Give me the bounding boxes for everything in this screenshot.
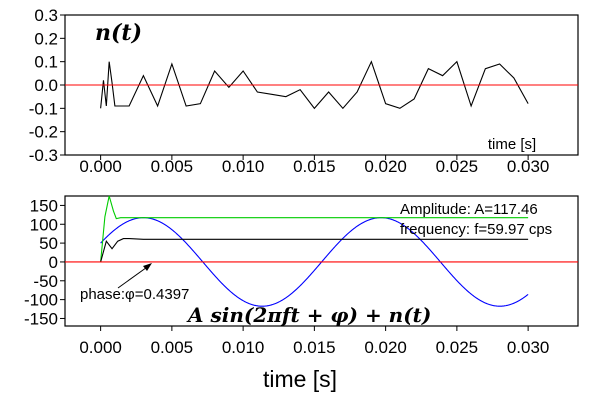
phase-annotation: phase:φ=0.4397 bbox=[80, 286, 189, 303]
noise-x-tick-label: 0.030 bbox=[507, 157, 550, 176]
signal-y-tick-label: -100 bbox=[24, 291, 58, 310]
signal-y-tick-label: 50 bbox=[39, 234, 58, 253]
noise-y-tick-label: -0.2 bbox=[29, 123, 58, 142]
noise-y-ticks: 0.3 0.2 0.1 0.0 -0.1 -0.2 -0.3 bbox=[29, 6, 65, 165]
noise-title: n(t) bbox=[95, 20, 142, 46]
signal-x-tick-label: 0.010 bbox=[222, 338, 265, 357]
noise-noise-line bbox=[100, 60, 529, 110]
noise-panel: 0.3 0.2 0.1 0.0 -0.1 -0.2 -0.3 0.000 0.005 0.010… bbox=[29, 6, 579, 176]
signal-y-tick-label: -150 bbox=[24, 309, 58, 328]
signal-phase-estimate-line bbox=[100, 238, 529, 263]
noise-x-ticks: 0.000 0.005 0.010 0.015 0.020 0.025 0.030 bbox=[79, 155, 549, 176]
signal-x-tick-label: 0.000 bbox=[79, 338, 122, 357]
frequency-annotation: frequency: f=59.97 cps bbox=[400, 221, 552, 238]
signal-sine-wave bbox=[100, 217, 529, 307]
noise-y-tick-label: 0.2 bbox=[34, 29, 58, 48]
signal-y-tick-label: 150 bbox=[30, 196, 58, 215]
noise-y-tick-label: -0.1 bbox=[29, 99, 58, 118]
noise-x-tick-label: 0.010 bbox=[222, 157, 265, 176]
signal-formula: A sin(2πft + φ) + n(t) bbox=[186, 303, 431, 327]
signal-x-axis-label: time [s] bbox=[263, 366, 337, 392]
noise-x-tick-label: 0.005 bbox=[151, 157, 194, 176]
noise-series bbox=[65, 60, 578, 110]
noise-x-tick-label: 0.015 bbox=[293, 157, 336, 176]
noise-y-tick-label: 0.3 bbox=[34, 6, 58, 25]
signal-x-tick-label: 0.005 bbox=[151, 338, 194, 357]
signal-x-tick-label: 0.025 bbox=[436, 338, 479, 357]
signal-y-tick-label: 0 bbox=[49, 253, 58, 272]
noise-x-tick-label: 0.020 bbox=[364, 157, 407, 176]
phase-arrow bbox=[117, 263, 152, 289]
amplitude-annotation: Amplitude: A=117.46 bbox=[400, 201, 538, 218]
signal-x-tick-label: 0.030 bbox=[507, 338, 550, 357]
signal-y-tick-label: -50 bbox=[33, 272, 58, 291]
signal-x-tick-label: 0.015 bbox=[293, 338, 336, 357]
signal-y-tick-label: 100 bbox=[30, 215, 58, 234]
signal-amplitude-estimate-line bbox=[100, 195, 529, 262]
noise-x-tick-label: 0.000 bbox=[79, 157, 122, 176]
signal-x-ticks: 0.000 0.005 0.010 0.015 0.020 0.025 0.030 bbox=[79, 326, 549, 357]
signal-series bbox=[65, 195, 578, 307]
noise-y-tick-label: 0.1 bbox=[34, 53, 58, 72]
noise-x-tick-label: 0.025 bbox=[436, 157, 479, 176]
noise-y-tick-label: 0.0 bbox=[34, 76, 58, 95]
signal-x-tick-label: 0.020 bbox=[364, 338, 407, 357]
noise-x-axis-label: time [s] bbox=[488, 136, 536, 153]
noise-y-tick-label: -0.3 bbox=[29, 146, 58, 165]
signal-plot-frame bbox=[64, 195, 579, 327]
